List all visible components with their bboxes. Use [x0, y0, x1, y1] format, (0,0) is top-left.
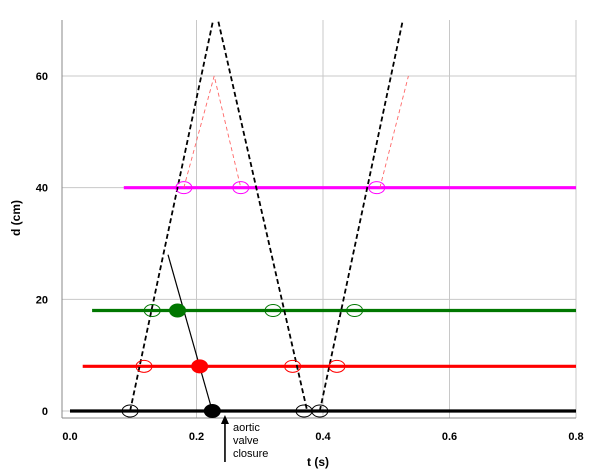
x-tick-label: 0.6	[442, 431, 457, 443]
open-marker	[264, 304, 282, 317]
series-line-7	[379, 75, 409, 188]
open-marker	[121, 404, 139, 418]
open-marker	[368, 181, 386, 195]
open-marker	[284, 359, 302, 373]
open-marker	[135, 359, 153, 373]
open-marker	[311, 404, 329, 418]
grid	[62, 20, 577, 418]
open-marker	[328, 359, 346, 373]
x-tick-label: 0.2	[189, 431, 204, 443]
annotation-arrow-head	[220, 415, 229, 424]
marker-group	[121, 181, 386, 418]
annotation-text-line: valve	[233, 435, 259, 447]
x-tick-label: 0.0	[62, 431, 77, 443]
y-tick-label: 20	[36, 294, 48, 306]
open-marker	[346, 304, 364, 317]
filled-marker	[203, 404, 221, 418]
series-line-5	[318, 20, 404, 412]
series-group	[70, 20, 576, 413]
series-line-4	[129, 20, 309, 412]
x-tick-label: 0.8	[568, 431, 583, 443]
y-tick-label: 0	[42, 406, 48, 418]
x-axis-label: t (s)	[307, 455, 329, 469]
y-tick-label: 60	[36, 71, 48, 83]
open-marker	[232, 181, 250, 195]
annotation-text-line: aortic	[233, 422, 260, 434]
x-tick-label: 0.4	[315, 431, 331, 443]
series-line-8	[167, 254, 213, 412]
plot-frame	[61, 20, 576, 419]
series-line-6	[183, 75, 242, 188]
open-marker	[143, 304, 161, 317]
annotation-text-line: closure	[233, 448, 268, 460]
filled-marker	[169, 303, 187, 318]
tick-labels: 0.0 0.2 0.4 0.6 0.8 0 20 40 60	[36, 71, 584, 443]
y-tick-label: 40	[36, 183, 48, 195]
open-marker	[175, 181, 193, 195]
y-axis-label: d (cm)	[9, 200, 23, 236]
filled-marker	[191, 359, 209, 374]
